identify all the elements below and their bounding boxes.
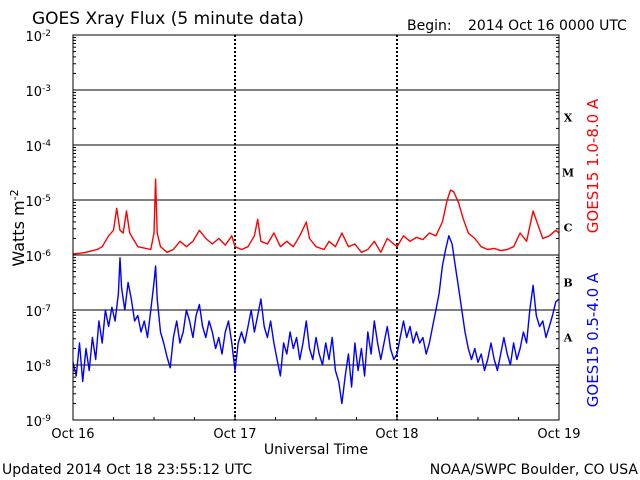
flare-class-labels: A B C M X	[562, 112, 574, 345]
x-tick-label: Oct 17	[213, 427, 256, 442]
chart-title: GOES Xray Flux (5 minute data)	[32, 9, 304, 29]
flare-class-b: B	[563, 277, 572, 290]
flare-class-m: M	[562, 167, 574, 180]
legend-long-channel: GOES15 1.0-8.0 A	[584, 98, 602, 233]
footer-credit: NOAA/SWPC Boulder, CO USA	[430, 462, 639, 478]
y-tick-label: 10-5	[25, 194, 51, 210]
chart-grid	[73, 35, 559, 420]
y-tick-label: 10-2	[25, 29, 51, 45]
y-tick-label: 10-6	[25, 249, 51, 265]
y-tick-label: 10-9	[25, 414, 51, 430]
y-tick-label: 10-7	[25, 304, 51, 320]
x-tick-label: Oct 18	[375, 427, 418, 442]
x-tick-label: Oct 19	[537, 427, 580, 442]
series-layer	[72, 178, 560, 405]
footer-updated: Updated 2014 Oct 18 23:55:12 UTC	[2, 462, 252, 478]
series-line-long-channel	[72, 178, 560, 255]
flare-class-x: X	[564, 112, 573, 125]
plot-frame	[72, 34, 560, 421]
y-tick-label: 10-8	[25, 359, 51, 375]
flare-class-a: A	[563, 332, 573, 345]
x-axis-label: Universal Time	[264, 442, 368, 458]
legend-short-channel: GOES15 0.5-4.0 A	[584, 272, 602, 407]
y-tick-label: 10-4	[25, 139, 51, 155]
begin-label: Begin:	[407, 18, 452, 34]
x-axis-ticks: Oct 16 Oct 17 Oct 18 Oct 19	[51, 414, 581, 442]
begin-value: 2014 Oct 16 0000 UTC	[468, 18, 627, 34]
x-tick-label: Oct 16	[51, 427, 94, 442]
y-tick-label: 10-3	[25, 84, 51, 100]
flare-class-c: C	[564, 222, 573, 235]
y-axis-ticks: 10-9 10-8 10-7 10-6 10-5 10-4 10-3 10-2	[25, 29, 559, 430]
series-line-short-channel	[72, 235, 560, 405]
y-axis-label: Watts m-2	[8, 189, 29, 266]
